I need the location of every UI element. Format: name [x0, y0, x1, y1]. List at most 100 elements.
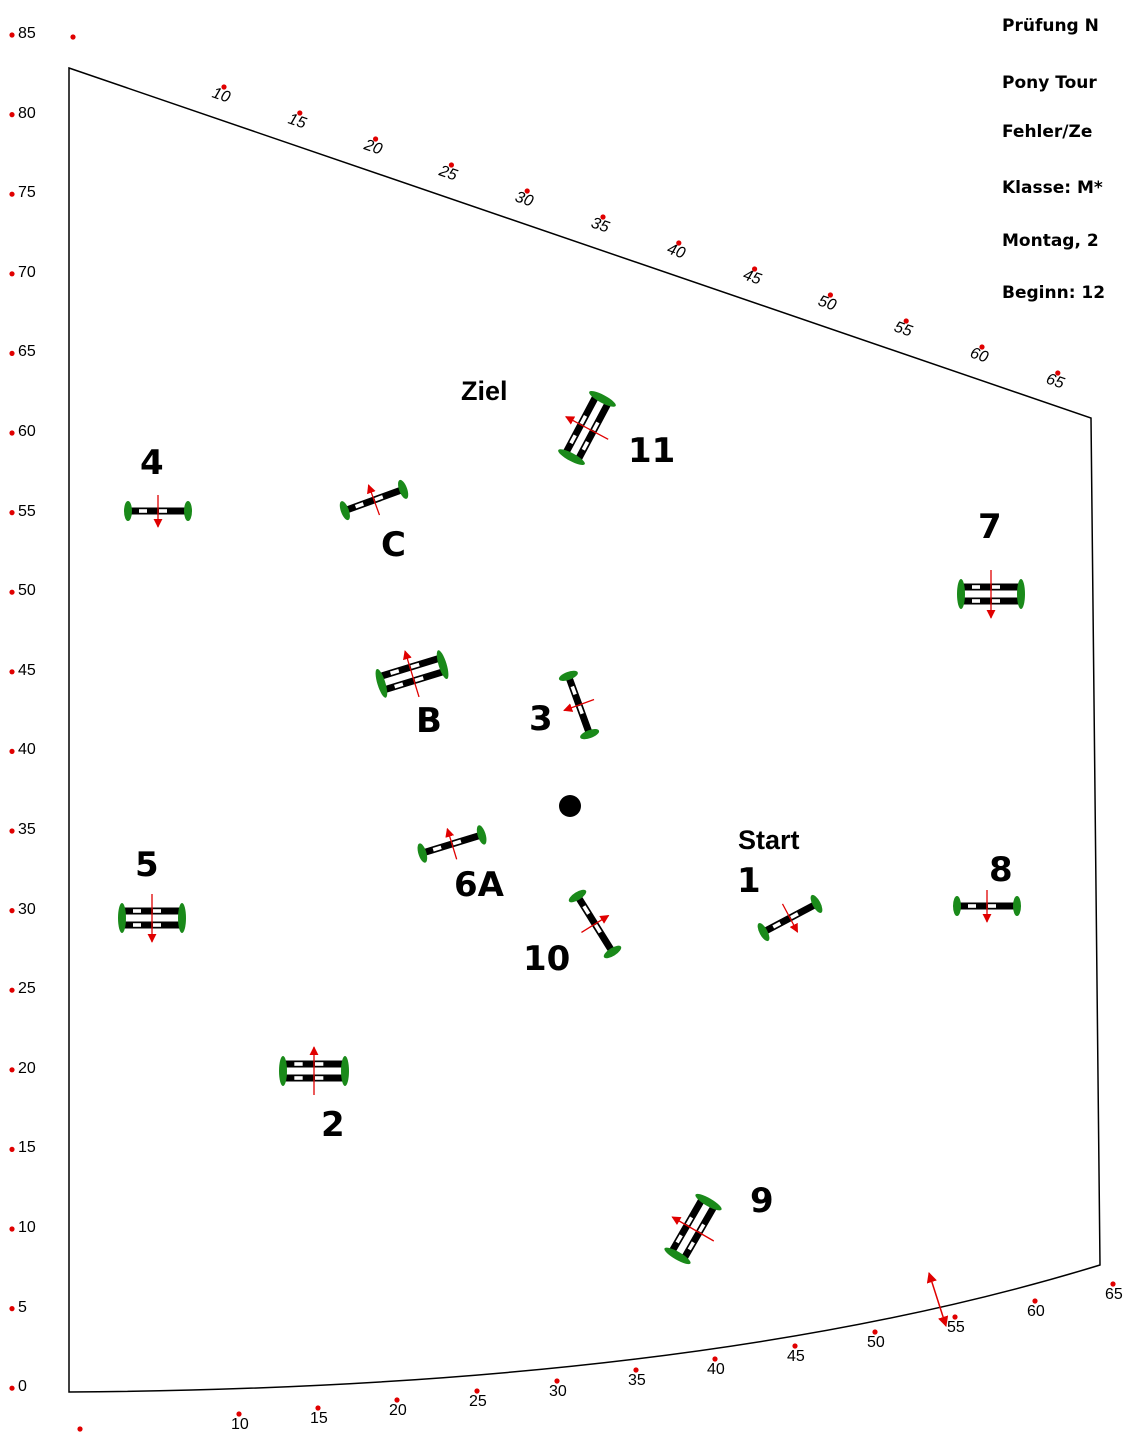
rail-stripe — [133, 923, 141, 927]
rail-stripe — [414, 676, 424, 683]
y-scale-dot — [9, 32, 15, 38]
jump-label-6a: 6A — [454, 865, 504, 905]
bottom-scale-label: 15 — [310, 1410, 328, 1427]
bottom-scale-label: 20 — [389, 1402, 407, 1419]
rail-stripe — [569, 434, 577, 445]
y-scale-dot — [9, 1306, 15, 1312]
wing — [398, 479, 409, 499]
scale-dots — [9, 32, 1116, 1432]
rail-stripe — [685, 1216, 694, 1226]
y-scale-label: 65 — [18, 343, 36, 361]
wing — [124, 501, 132, 521]
jump-direction-arrow — [671, 1216, 715, 1242]
wing — [341, 1056, 349, 1086]
obstacle-7 — [957, 570, 1025, 619]
y-scale-label: 85 — [18, 25, 36, 42]
y-scale-label: 45 — [18, 661, 36, 679]
obstacle-1 — [757, 894, 823, 942]
bottom-scale-label: 10 — [231, 1416, 249, 1433]
top-scale-dot — [676, 240, 682, 246]
rail-stripe — [153, 923, 161, 927]
rail-stripe — [389, 668, 400, 675]
bottom-scale-dot — [872, 1329, 878, 1335]
rail-stripe — [582, 905, 591, 915]
wing — [580, 729, 600, 740]
top-scale-dot — [827, 292, 834, 298]
top-scale-dot — [448, 162, 454, 168]
rail-stripe — [687, 1241, 695, 1251]
y-scale-dot — [9, 191, 15, 197]
top-scale-dot — [524, 188, 530, 194]
rail-stripe — [698, 1223, 706, 1233]
jump-label-c: C — [381, 525, 406, 565]
bottom-scale-label: 40 — [707, 1361, 725, 1378]
jump-label-2: 2 — [321, 1105, 345, 1145]
obstacle-2 — [279, 1046, 349, 1095]
top-scale-dot — [1055, 370, 1061, 376]
bottom-scale-dot — [236, 1411, 242, 1417]
wing — [1013, 896, 1021, 916]
y-scale-label: 35 — [18, 821, 36, 838]
finish-label: Ziel — [461, 376, 508, 406]
header-line-6: Beginn: 12 — [1002, 283, 1106, 303]
obstacle-c — [339, 479, 409, 521]
y-scale-dot — [9, 908, 15, 914]
wing — [568, 889, 587, 903]
corner-dot — [77, 1426, 83, 1432]
obstacle-6a — [417, 825, 487, 863]
bottom-scale-label: 50 — [867, 1334, 885, 1351]
y-scale-label: 0 — [18, 1378, 27, 1396]
top-scale-dot — [221, 84, 227, 90]
y-scale-dot — [9, 1067, 15, 1073]
bottom-scale-dot — [1110, 1281, 1116, 1287]
y-scale-dot — [9, 1385, 15, 1391]
rail-stripe — [581, 441, 590, 451]
obstacle-4 — [124, 495, 192, 528]
rail-stripe — [315, 1076, 324, 1080]
header-line-3: Fehler/Ze — [1002, 122, 1093, 142]
bottom-scale-dot — [315, 1405, 321, 1411]
rail-stripe — [315, 1062, 324, 1066]
rail-stripe — [579, 415, 588, 425]
rail-stripe — [594, 923, 602, 934]
bottom-scale-dot — [474, 1388, 480, 1394]
jump-direction-arrow — [367, 484, 381, 516]
bottom-scale-dot — [554, 1378, 560, 1384]
y-scale-dot — [9, 509, 15, 516]
y-scale-dot — [9, 430, 15, 436]
bottom-scale-dot — [712, 1356, 718, 1362]
corner-dot — [70, 34, 76, 40]
obstacle-b — [375, 650, 449, 698]
bottom-scale-label: 35 — [628, 1372, 646, 1389]
top-scale-dot — [903, 318, 909, 324]
y-scale-dot — [9, 589, 15, 595]
jump-label-11: 11 — [628, 431, 676, 471]
jump-direction-arrow — [781, 903, 799, 933]
jump-label-7: 7 — [978, 507, 1002, 547]
rail-stripe — [675, 1234, 683, 1244]
rail-stripe — [592, 421, 600, 432]
header-line-4: Klasse: M* — [1002, 178, 1103, 198]
bottom-scale-label: 30 — [549, 1383, 567, 1400]
rail-stripe — [972, 585, 980, 589]
wing — [476, 825, 487, 845]
wing — [558, 670, 578, 681]
jump-label-4: 4 — [140, 443, 164, 483]
wing — [339, 501, 350, 521]
rail-stripe — [968, 904, 976, 908]
y-scale-dot — [9, 271, 15, 277]
obstacle-5 — [118, 894, 186, 943]
jump-direction-arrow — [581, 914, 610, 934]
bottom-scale-dot — [1032, 1298, 1038, 1304]
header-line-2: Pony Tour — [1002, 73, 1097, 93]
jump-direction-arrow — [403, 650, 420, 698]
wing — [957, 579, 965, 609]
y-scale-dot — [9, 1146, 15, 1152]
rail-stripe — [294, 1062, 303, 1066]
bottom-scale-label: 25 — [469, 1393, 487, 1410]
bottom-scale-label: 55 — [947, 1319, 965, 1336]
wing — [757, 923, 770, 942]
rail-stripe — [992, 599, 1000, 603]
obstacle-3 — [558, 670, 600, 740]
y-scale-label: 20 — [18, 1059, 36, 1077]
